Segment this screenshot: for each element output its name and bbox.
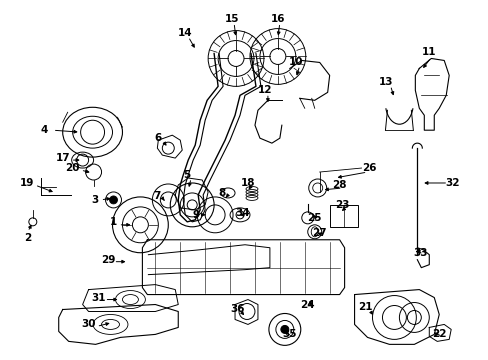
Text: 7: 7: [153, 191, 161, 201]
Text: 10: 10: [288, 58, 303, 67]
Text: 25: 25: [307, 213, 321, 223]
Text: 1: 1: [110, 217, 117, 227]
Text: 26: 26: [362, 163, 376, 173]
Text: 3: 3: [91, 195, 98, 205]
Text: 27: 27: [312, 228, 326, 238]
Text: 16: 16: [270, 14, 285, 24]
Text: 19: 19: [20, 178, 34, 188]
Circle shape: [109, 196, 117, 204]
Text: 15: 15: [224, 14, 239, 24]
Circle shape: [280, 325, 288, 333]
Text: 34: 34: [235, 208, 250, 218]
Text: 31: 31: [91, 293, 105, 302]
Text: 21: 21: [358, 302, 372, 311]
Text: 11: 11: [421, 48, 436, 58]
Text: 18: 18: [240, 178, 255, 188]
Text: 24: 24: [300, 300, 314, 310]
Text: 23: 23: [335, 200, 349, 210]
Text: 29: 29: [101, 255, 116, 265]
Text: 9: 9: [192, 210, 199, 220]
Text: 17: 17: [55, 153, 70, 163]
Text: 33: 33: [412, 248, 427, 258]
Text: 13: 13: [378, 77, 393, 87]
Text: 20: 20: [65, 163, 80, 173]
Text: 14: 14: [178, 28, 192, 37]
Text: 2: 2: [24, 233, 31, 243]
Text: 12: 12: [257, 85, 272, 95]
Text: 28: 28: [332, 180, 346, 190]
Text: 4: 4: [40, 125, 47, 135]
Text: 5: 5: [183, 170, 190, 180]
Text: 8: 8: [218, 188, 225, 198]
Text: 6: 6: [154, 133, 162, 143]
Text: 35: 35: [282, 329, 297, 339]
Text: 36: 36: [230, 305, 245, 315]
Text: 22: 22: [431, 329, 446, 339]
Text: 30: 30: [81, 319, 96, 329]
Text: 32: 32: [444, 178, 459, 188]
Bar: [329, 205, 357, 227]
